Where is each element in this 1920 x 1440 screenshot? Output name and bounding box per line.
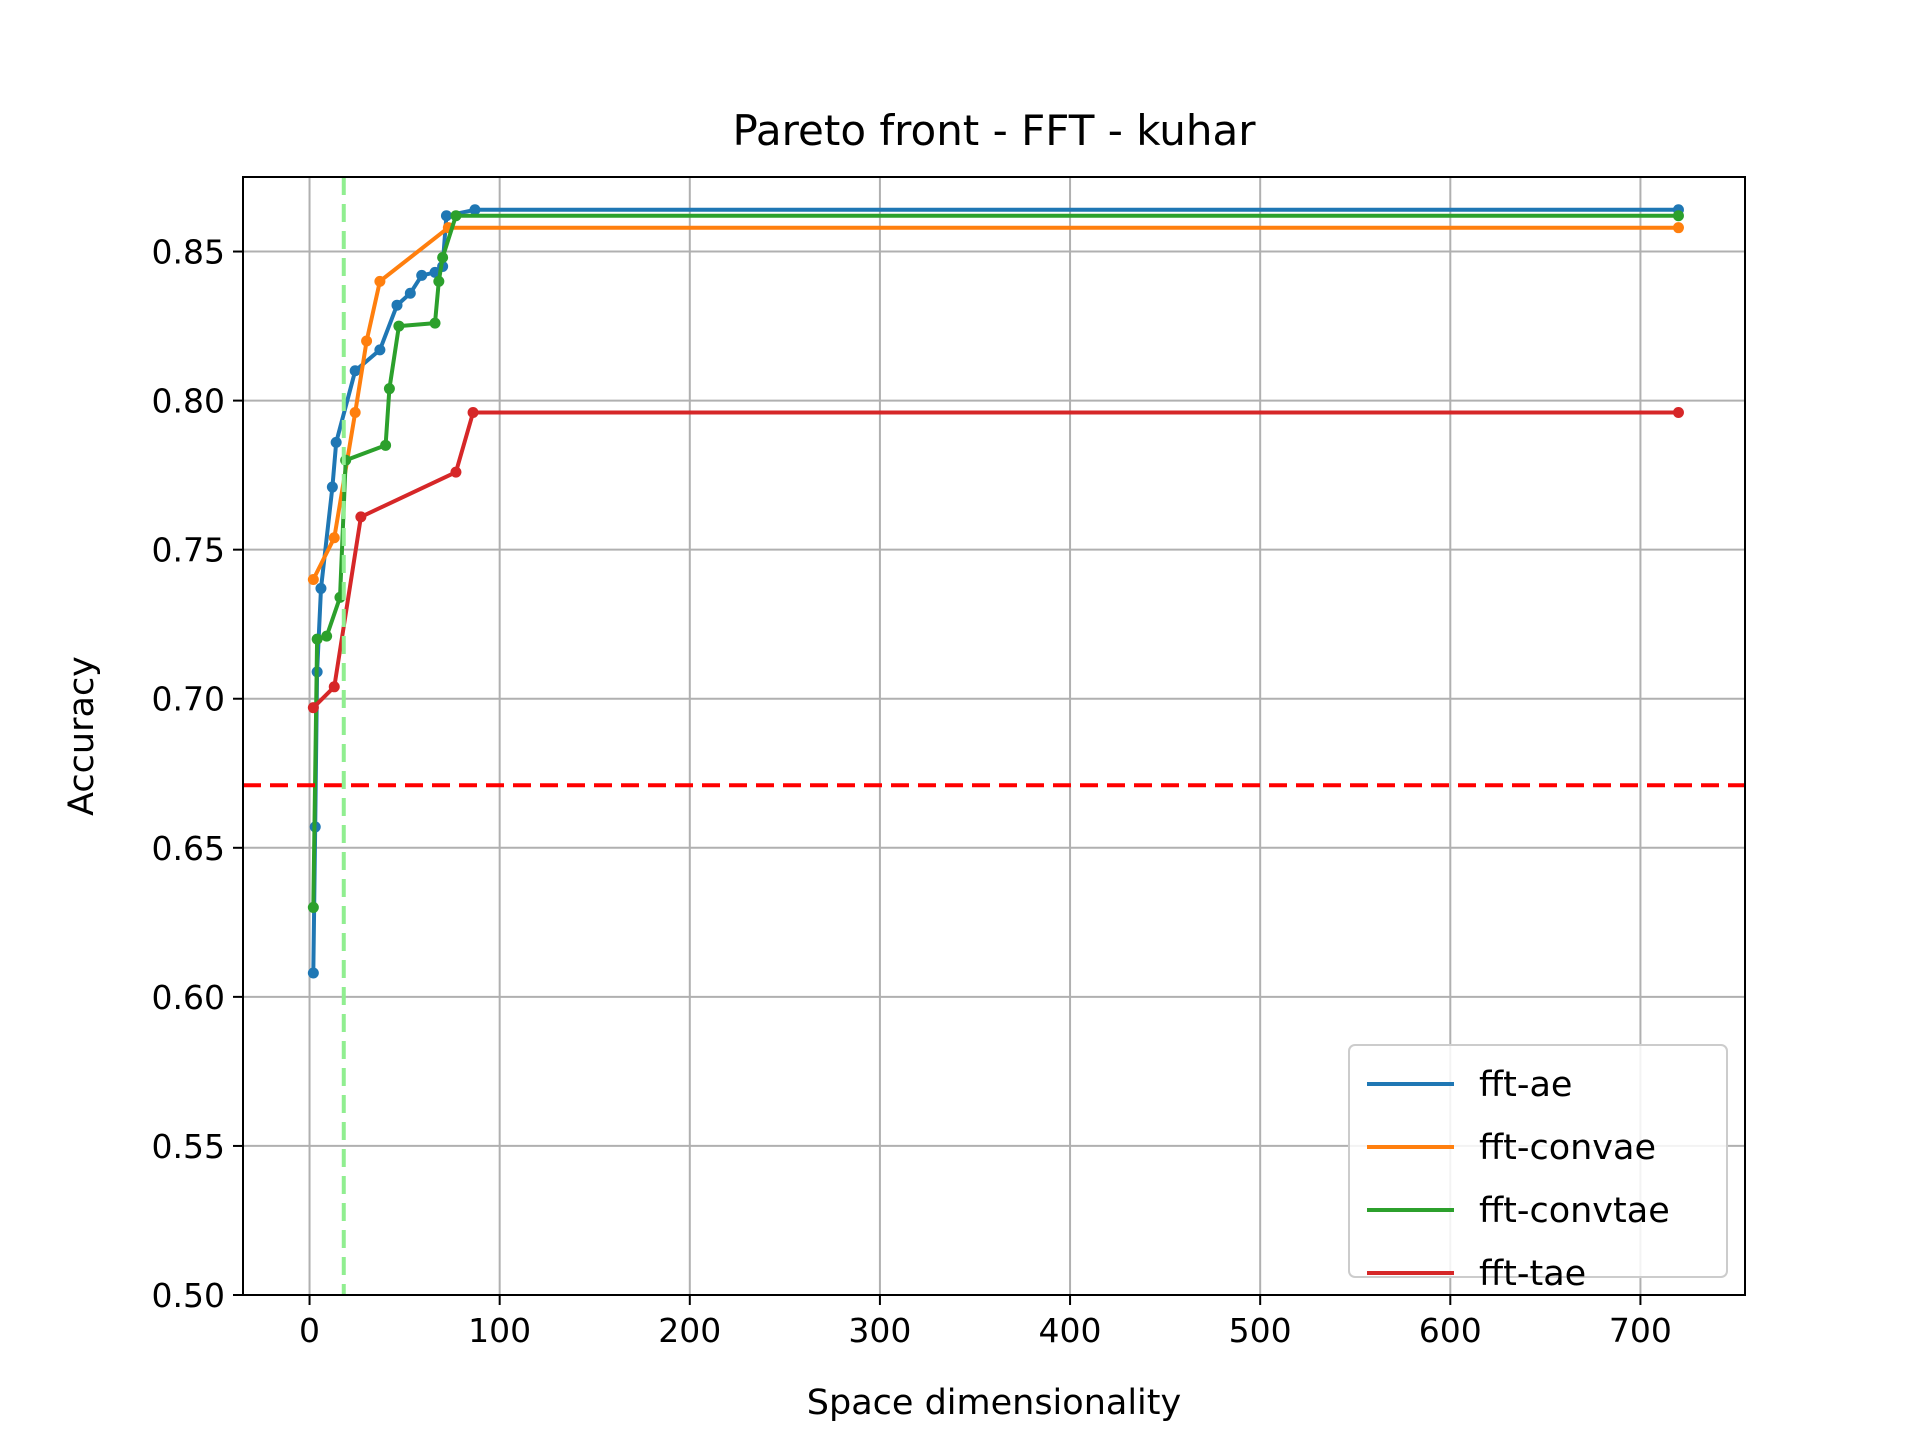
data-point-fft-ae: [374, 344, 386, 356]
x-tick-label: 200: [658, 1311, 721, 1350]
legend: fft-ae fft-convae fft-convtae fft-tae: [1348, 1044, 1728, 1294]
data-point-fft-tae: [328, 681, 340, 693]
data-point-fft-ae: [330, 436, 342, 448]
data-point-fft-convtae: [429, 317, 441, 329]
data-point-fft-convtae: [383, 383, 395, 395]
data-point-fft-convae: [361, 335, 373, 347]
x-tick-label: 100: [468, 1311, 531, 1350]
data-point-fft-ae: [416, 269, 428, 281]
axis-ticks: 0 100 200 300 400 500 600 700 0.50 0.55 0.60 0.65 0.…: [152, 233, 1672, 1350]
data-point-fft-ae: [391, 299, 403, 311]
data-point-fft-convae: [328, 532, 340, 544]
x-tick-label: 500: [1229, 1311, 1292, 1350]
y-tick-label: 0.75: [152, 531, 225, 570]
data-point-fft-convtae: [1672, 210, 1684, 222]
data-point-fft-tae: [355, 511, 367, 523]
legend-label-fft-tae: fft-tae: [1479, 1254, 1586, 1294]
data-point-fft-convtae: [393, 320, 405, 332]
y-tick-label: 0.55: [152, 1127, 225, 1166]
x-tick-label: 600: [1419, 1311, 1482, 1350]
data-point-fft-ae: [307, 967, 319, 979]
data-point-fft-ae: [349, 365, 361, 377]
y-tick-label: 0.60: [152, 978, 225, 1017]
plot-frame: [242, 176, 1746, 1296]
data-point-fft-convae: [349, 407, 361, 419]
x-tick-label: 0: [299, 1311, 320, 1350]
reference-lines: [243, 177, 1745, 1295]
data-point-fft-convae: [307, 573, 319, 585]
data-point-fft-convae: [1672, 222, 1684, 234]
data-point-fft-convtae: [433, 275, 445, 287]
chart-title: Pareto front - FFT - kuhar: [732, 106, 1256, 155]
y-tick-label: 0.65: [152, 829, 225, 868]
data-point-fft-convtae: [321, 630, 333, 642]
x-tick-label: 300: [848, 1311, 911, 1350]
data-point-fft-convae: [374, 275, 386, 287]
data-point-fft-tae: [450, 466, 462, 478]
x-axis-label: Space dimensionality: [807, 1383, 1181, 1423]
y-axis-label: Accuracy: [62, 656, 102, 816]
data-point-fft-convtae: [311, 633, 323, 645]
legend-box: [1348, 1044, 1728, 1278]
data-point-fft-convtae: [437, 251, 449, 263]
data-point-fft-tae: [1672, 407, 1684, 419]
data-point-fft-convtae: [450, 210, 462, 222]
data-point-fft-convtae: [380, 439, 392, 451]
y-tick-label: 0.50: [152, 1276, 225, 1315]
y-tick-label: 0.80: [152, 382, 225, 421]
data-point-fft-tae: [467, 407, 479, 419]
data-point-fft-tae: [307, 702, 319, 714]
x-tick-label: 700: [1609, 1311, 1672, 1350]
legend-label-fft-convae: fft-convae: [1479, 1128, 1656, 1168]
legend-label-fft-convtae: fft-convtae: [1479, 1191, 1670, 1231]
data-point-fft-ae: [404, 287, 416, 299]
legend-label-fft-ae: fft-ae: [1479, 1065, 1572, 1105]
x-tick-label: 400: [1039, 1311, 1102, 1350]
data-series: [307, 204, 1684, 979]
y-tick-label: 0.70: [152, 680, 225, 719]
y-tick-label: 0.85: [152, 233, 225, 272]
series-line-fft-ae: [311, 207, 1679, 974]
data-point-fft-ae: [326, 481, 338, 493]
data-point-fft-ae: [315, 582, 327, 594]
data-point-fft-ae: [440, 210, 452, 222]
data-point-fft-ae: [469, 204, 481, 216]
data-point-fft-convtae: [307, 901, 319, 913]
